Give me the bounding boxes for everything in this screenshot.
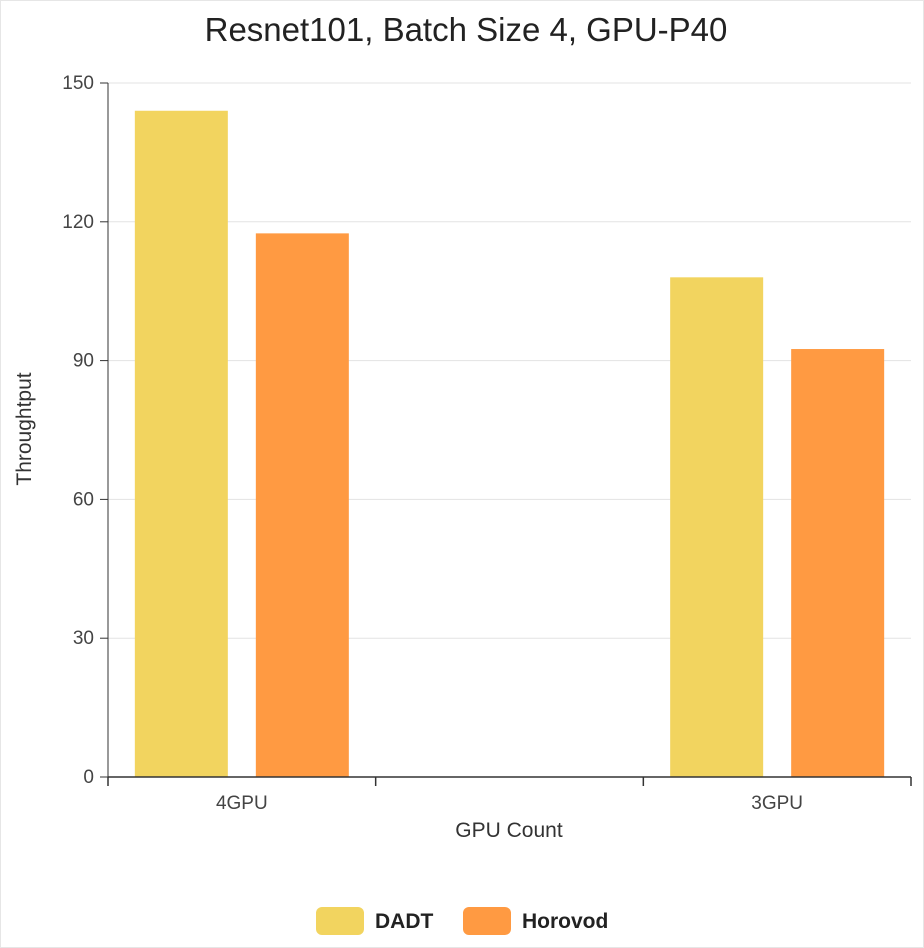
y-tick-label: 60	[73, 489, 94, 510]
y-axis-label: Throughtput	[13, 372, 36, 485]
y-axis: 0 30 60 90 120 150	[62, 73, 109, 788]
y-tick-label: 90	[73, 351, 94, 372]
legend: DADT Horovod	[316, 907, 608, 935]
y-tick-label: 150	[62, 73, 94, 94]
x-tick-label: 3GPU	[751, 793, 803, 814]
bar-dadt-3gpu[interactable]	[670, 277, 764, 777]
y-tick-label: 120	[62, 212, 94, 233]
x-axis: 4GPU 3GPU	[107, 776, 912, 814]
bar-horovod-4gpu[interactable]	[255, 233, 349, 777]
legend-label-horovod[interactable]: Horovod	[522, 910, 608, 933]
legend-swatch-horovod[interactable]	[463, 907, 511, 935]
legend-label-dadt[interactable]: DADT	[375, 910, 433, 933]
legend-swatch-dadt[interactable]	[316, 907, 364, 935]
x-axis-label: GPU Count	[455, 819, 563, 842]
bars	[134, 110, 885, 777]
chart-title: Resnet101, Batch Size 4, GPU-P40	[205, 11, 728, 48]
y-tick-label: 0	[83, 767, 94, 788]
gridlines	[108, 82, 911, 639]
x-tick-label: 4GPU	[216, 793, 268, 814]
bar-dadt-4gpu[interactable]	[134, 110, 228, 777]
y-tick-label: 30	[73, 628, 94, 649]
bar-horovod-3gpu[interactable]	[791, 349, 885, 777]
